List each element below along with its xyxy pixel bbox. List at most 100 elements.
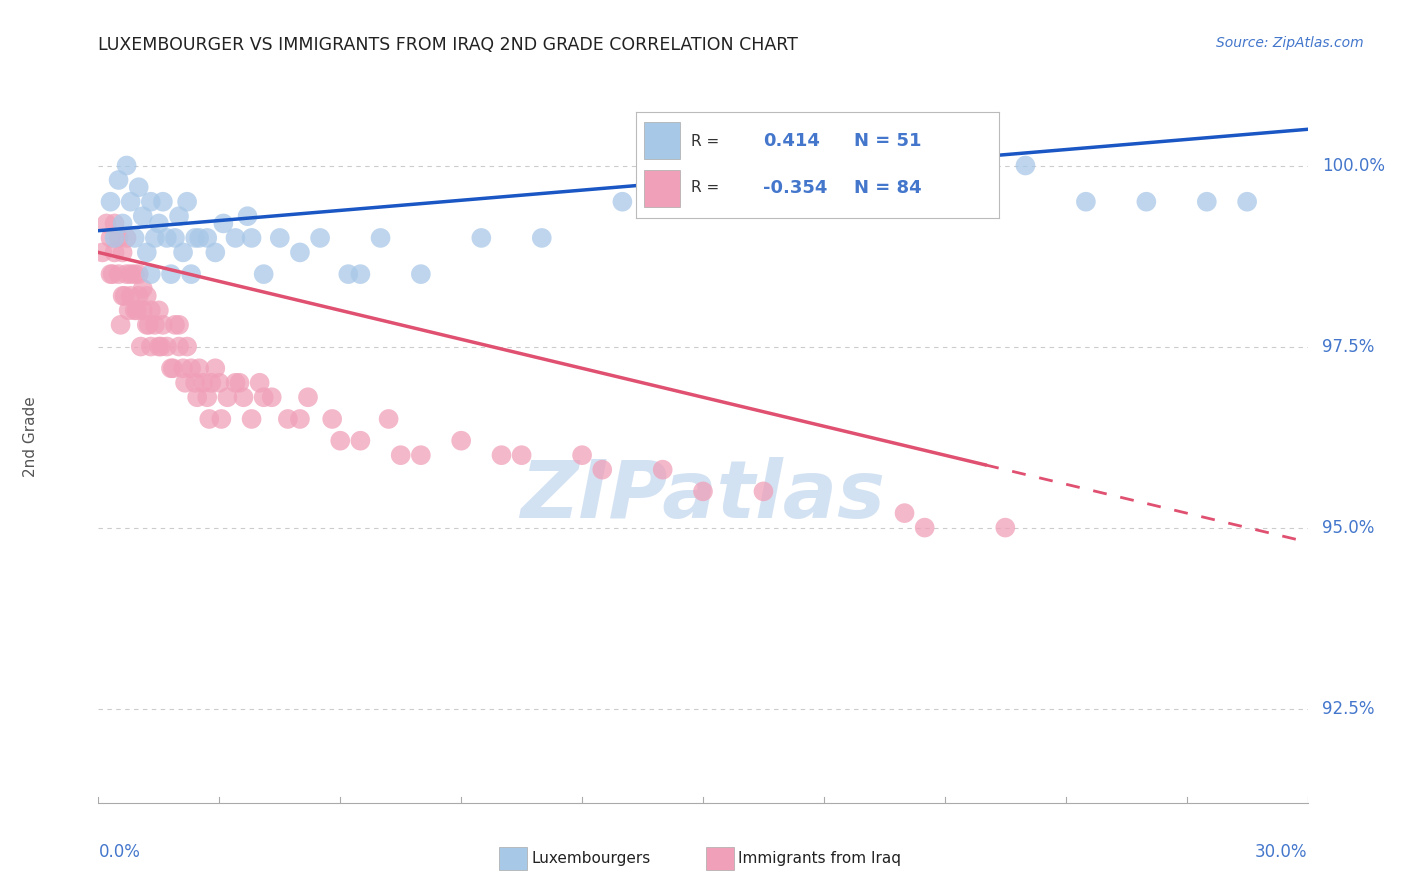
Text: N = 51: N = 51 (855, 132, 922, 150)
Bar (644, 169, 681, 207)
Text: Luxembourgers: Luxembourgers (531, 852, 651, 866)
Point (160, 361, 183, 376)
Point (269, 231, 291, 245)
Point (260, 390, 283, 404)
Text: LUXEMBOURGER VS IMMIGRANTS FROM IRAQ 2ND GRADE CORRELATION CHART: LUXEMBOURGER VS IMMIGRANTS FROM IRAQ 2ND… (98, 36, 799, 54)
Point (249, 376, 271, 390)
Text: 0.414: 0.414 (763, 132, 820, 150)
Point (132, 209, 155, 223)
Point (143, 231, 166, 245)
Point (893, 159, 915, 173)
Point (1195, 194, 1218, 209)
Point (288, 412, 311, 426)
Text: 92.5%: 92.5% (1322, 699, 1374, 718)
Point (163, 318, 186, 332)
Point (752, 484, 775, 499)
Point (167, 340, 190, 354)
Point (224, 231, 246, 245)
Point (200, 376, 222, 390)
Point (96, 216, 118, 230)
Point (450, 434, 472, 448)
Point (139, 340, 162, 354)
Point (953, 194, 976, 209)
Point (124, 303, 146, 318)
Point (186, 390, 208, 404)
Point (135, 318, 157, 332)
Text: Immigrants from Iraq: Immigrants from Iraq (738, 852, 901, 866)
Point (129, 340, 152, 354)
Point (1236, 194, 1258, 209)
Point (111, 245, 134, 260)
Point (174, 376, 197, 390)
Point (100, 194, 122, 209)
Point (195, 390, 218, 404)
Point (914, 520, 936, 534)
Point (672, 194, 695, 209)
Point (128, 267, 150, 281)
Point (377, 412, 399, 426)
Point (172, 245, 194, 260)
Point (277, 412, 299, 426)
Point (143, 318, 166, 332)
Point (1074, 194, 1097, 209)
Point (612, 194, 634, 209)
Point (329, 434, 352, 448)
Point (103, 216, 125, 230)
Point (188, 361, 211, 376)
Point (409, 448, 432, 462)
Point (176, 340, 198, 354)
Point (115, 159, 138, 173)
Point (217, 390, 239, 404)
Point (156, 231, 179, 245)
Point (124, 231, 146, 245)
Point (115, 231, 138, 245)
Point (152, 318, 174, 332)
Point (149, 340, 172, 354)
Point (893, 506, 915, 520)
Text: ZIPatlas: ZIPatlas (520, 457, 886, 534)
Point (198, 412, 221, 426)
Point (510, 448, 533, 462)
Point (994, 520, 1017, 534)
Point (193, 376, 215, 390)
Point (111, 289, 134, 303)
Point (152, 194, 174, 209)
Point (135, 245, 157, 260)
Text: 0.0%: 0.0% (98, 843, 141, 861)
Text: R =: R = (690, 180, 718, 195)
Point (253, 267, 276, 281)
Point (148, 216, 170, 230)
Point (184, 376, 207, 390)
Point (172, 361, 194, 376)
Point (107, 267, 129, 281)
Point (349, 434, 371, 448)
Point (115, 267, 138, 281)
Point (212, 216, 235, 230)
Point (389, 448, 412, 462)
Point (236, 209, 259, 223)
Point (103, 231, 125, 245)
Point (591, 463, 613, 477)
Point (128, 289, 150, 303)
Point (297, 390, 319, 404)
Point (1135, 194, 1157, 209)
Text: N = 84: N = 84 (855, 179, 922, 197)
Point (91, 245, 114, 260)
Point (167, 209, 190, 223)
Point (114, 289, 136, 303)
Point (139, 194, 162, 209)
Point (120, 289, 142, 303)
Point (118, 303, 141, 318)
Text: 2nd Grade: 2nd Grade (22, 397, 38, 477)
Point (1014, 159, 1036, 173)
Point (103, 245, 125, 260)
Text: 97.5%: 97.5% (1322, 337, 1374, 356)
Bar (644, 122, 681, 160)
Point (148, 340, 170, 354)
Point (156, 340, 179, 354)
Point (470, 231, 492, 245)
Point (204, 245, 226, 260)
Point (139, 267, 162, 281)
Point (240, 231, 263, 245)
Point (813, 159, 835, 173)
